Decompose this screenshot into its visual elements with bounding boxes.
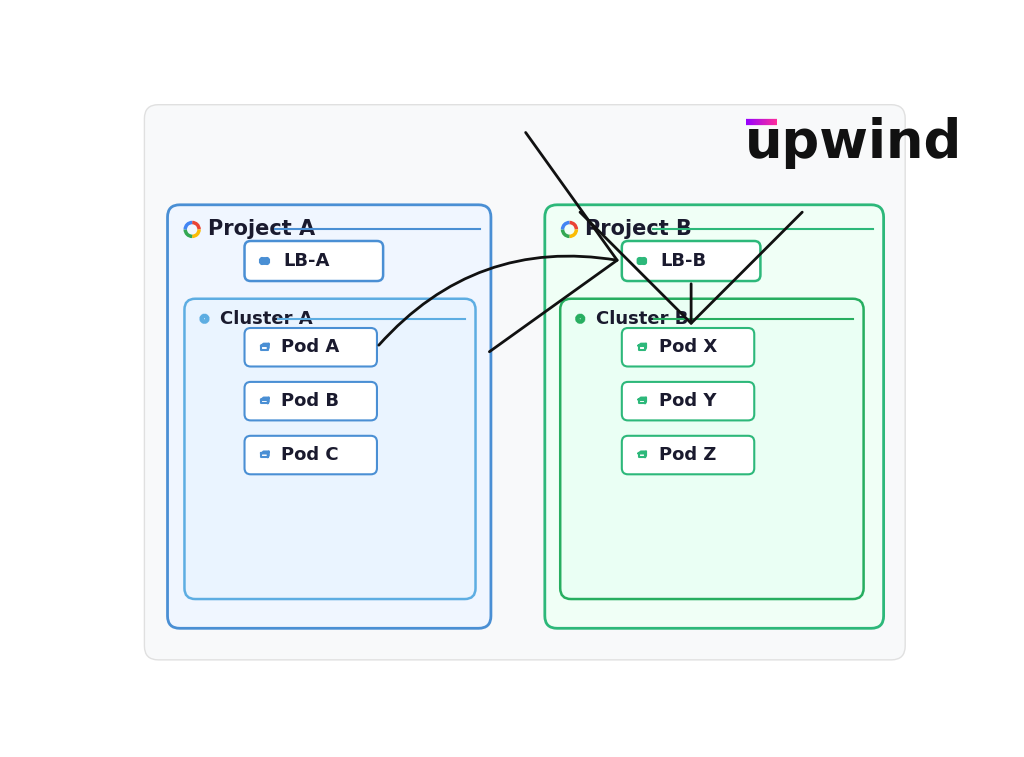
FancyBboxPatch shape (245, 382, 377, 420)
Text: upwind: upwind (745, 117, 963, 170)
FancyBboxPatch shape (545, 205, 884, 628)
Text: Pod C: Pod C (282, 446, 339, 464)
Text: LB-A: LB-A (283, 252, 330, 270)
Text: Pod A: Pod A (282, 338, 340, 357)
FancyBboxPatch shape (245, 436, 377, 475)
FancyBboxPatch shape (560, 299, 863, 599)
FancyBboxPatch shape (168, 205, 490, 628)
FancyBboxPatch shape (184, 299, 475, 599)
FancyBboxPatch shape (622, 328, 755, 366)
FancyBboxPatch shape (622, 436, 755, 475)
Text: Cluster B: Cluster B (596, 310, 688, 328)
FancyBboxPatch shape (622, 382, 755, 420)
FancyBboxPatch shape (622, 241, 761, 281)
Text: Pod X: Pod X (658, 338, 717, 357)
Text: Pod B: Pod B (282, 392, 340, 410)
Text: Project B: Project B (585, 220, 692, 239)
Text: Project A: Project A (208, 220, 314, 239)
FancyBboxPatch shape (245, 328, 377, 366)
Text: LB-B: LB-B (660, 252, 707, 270)
Text: Pod Y: Pod Y (658, 392, 716, 410)
FancyBboxPatch shape (245, 241, 383, 281)
Text: Pod Z: Pod Z (658, 446, 716, 464)
Text: Cluster A: Cluster A (220, 310, 312, 328)
FancyBboxPatch shape (144, 104, 905, 660)
